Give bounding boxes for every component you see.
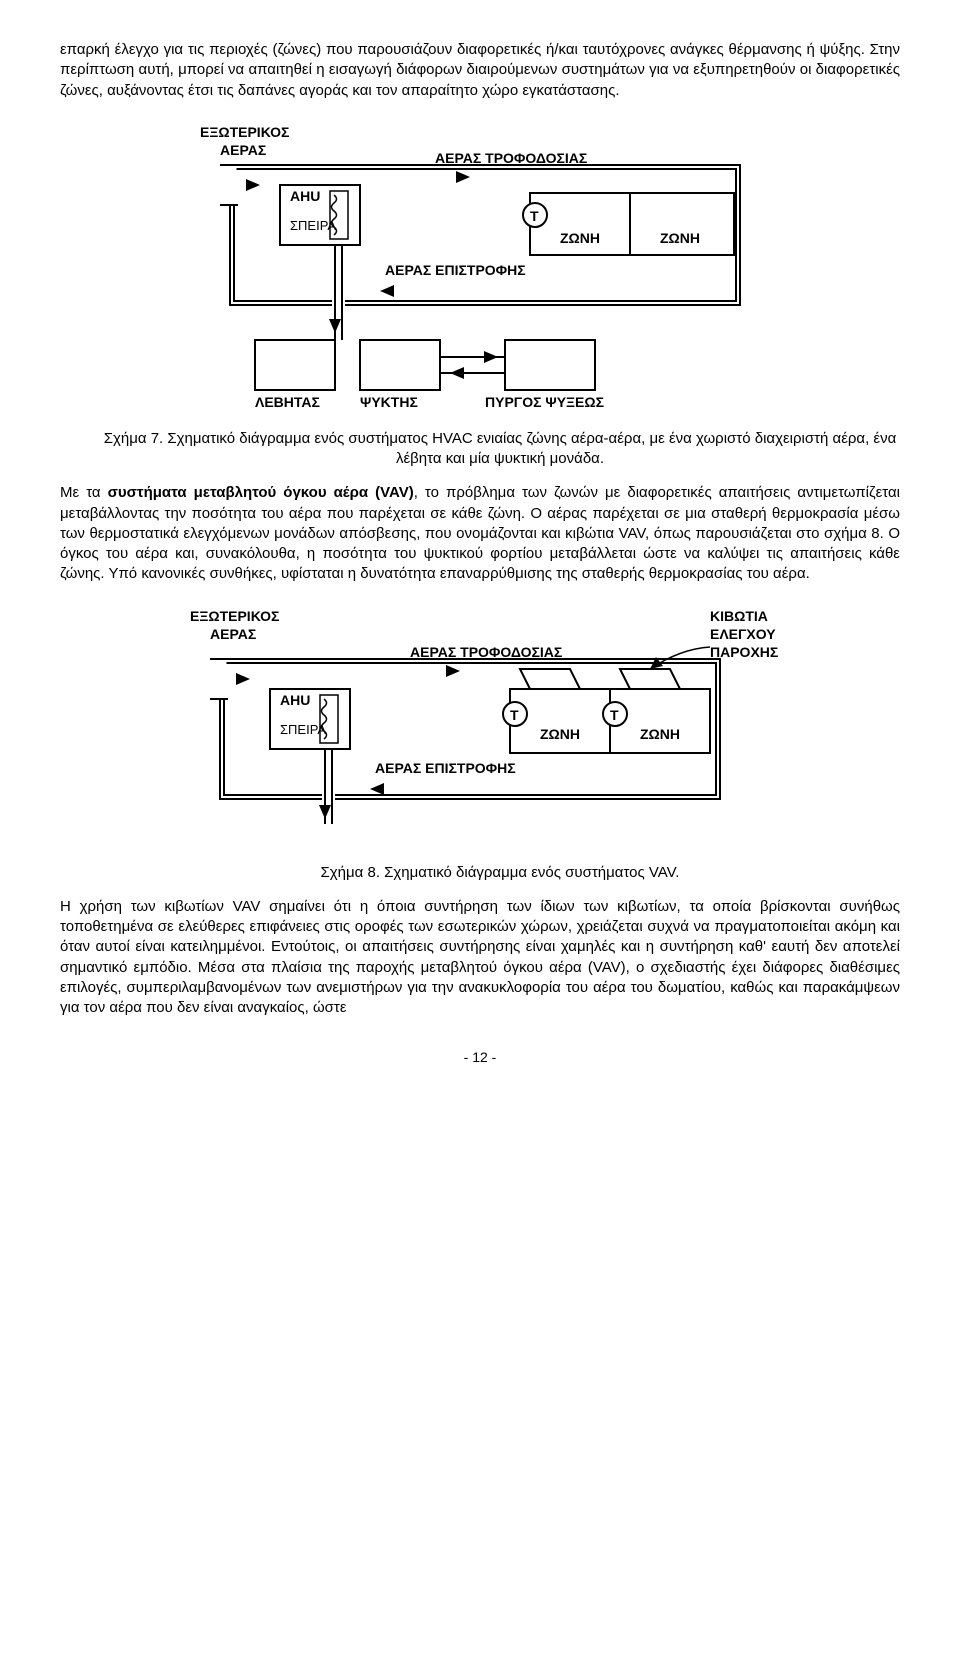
svg-text:AHU: AHU <box>280 692 310 708</box>
svg-text:ΕΞΩΤΕΡΙΚΟΣ: ΕΞΩΤΕΡΙΚΟΣ <box>190 608 279 624</box>
boiler-label: ΛΕΒΗΤΑΣ <box>255 394 320 410</box>
return-air-label: ΑΕΡΑΣ ΕΠΙΣΤΡΟΦΗΣ <box>385 262 526 278</box>
svg-text:ΕΛΕΓΧΟΥ: ΕΛΕΓΧΟΥ <box>710 626 776 642</box>
t-label: T <box>530 208 539 224</box>
tower-label: ΠΥΡΓΟΣ ΨΥΞΕΩΣ <box>485 394 604 410</box>
svg-text:ΑΕΡΑΣ: ΑΕΡΑΣ <box>210 626 256 642</box>
svg-text:T: T <box>510 707 519 723</box>
para-vav: Με τα συστήματα μεταβλητού όγκου αέρα (V… <box>60 483 900 584</box>
para-intro: επαρκή έλεγχο για τις περιοχές (ζώνες) π… <box>60 40 900 101</box>
fig8-caption: Σχήμα 8. Σχηματικό διάγραμμα ενός συστήμ… <box>100 863 900 883</box>
zone1-label: ΖΩΝΗ <box>560 230 600 246</box>
figure-7: ΕΞΩΤΕΡΙΚΟΣ ΑΕΡΑΣ ΑΕΡΑΣ ΤΡΟΦΟΔΟΣΙΑΣ AHU Σ… <box>160 115 800 415</box>
ext-air-label2: ΑΕΡΑΣ <box>220 142 266 158</box>
svg-text:ΖΩΝΗ: ΖΩΝΗ <box>540 726 580 742</box>
svg-text:T: T <box>610 707 619 723</box>
chiller-label: ΨΥΚΤΗΣ <box>360 394 418 410</box>
para-outro: Η χρήση των κιβωτίων VAV σημαίνει ότι η … <box>60 897 900 1019</box>
figure-8: ΕΞΩΤΕΡΙΚΟΣ ΑΕΡΑΣ ΑΕΡΑΣ ΤΡΟΦΟΔΟΣΙΑΣ ΚΙΒΩΤ… <box>150 599 810 849</box>
svg-text:ΚΙΒΩΤΙΑ: ΚΙΒΩΤΙΑ <box>710 608 768 624</box>
svg-text:ΖΩΝΗ: ΖΩΝΗ <box>640 726 680 742</box>
svg-text:ΣΠΕΙΡΑ: ΣΠΕΙΡΑ <box>280 722 326 737</box>
fig7-caption: Σχήμα 7. Σχηματικό διάγραμμα ενός συστήμ… <box>100 429 900 470</box>
zone2-label: ΖΩΝΗ <box>660 230 700 246</box>
supply-air-label: ΑΕΡΑΣ ΤΡΟΦΟΔΟΣΙΑΣ <box>435 150 587 166</box>
svg-text:ΠΑΡΟΧΗΣ: ΠΑΡΟΧΗΣ <box>710 644 778 660</box>
page-number: - 12 - <box>60 1048 900 1067</box>
svg-text:ΑΕΡΑΣ ΤΡΟΦΟΔΟΣΙΑΣ: ΑΕΡΑΣ ΤΡΟΦΟΔΟΣΙΑΣ <box>410 644 562 660</box>
ahu-label: AHU <box>290 188 320 204</box>
coil-label: ΣΠΕΙΡΑ <box>290 218 336 233</box>
svg-text:ΑΕΡΑΣ ΕΠΙΣΤΡΟΦΗΣ: ΑΕΡΑΣ ΕΠΙΣΤΡΟΦΗΣ <box>375 760 516 776</box>
ext-air-label: ΕΞΩΤΕΡΙΚΟΣ <box>200 124 289 140</box>
